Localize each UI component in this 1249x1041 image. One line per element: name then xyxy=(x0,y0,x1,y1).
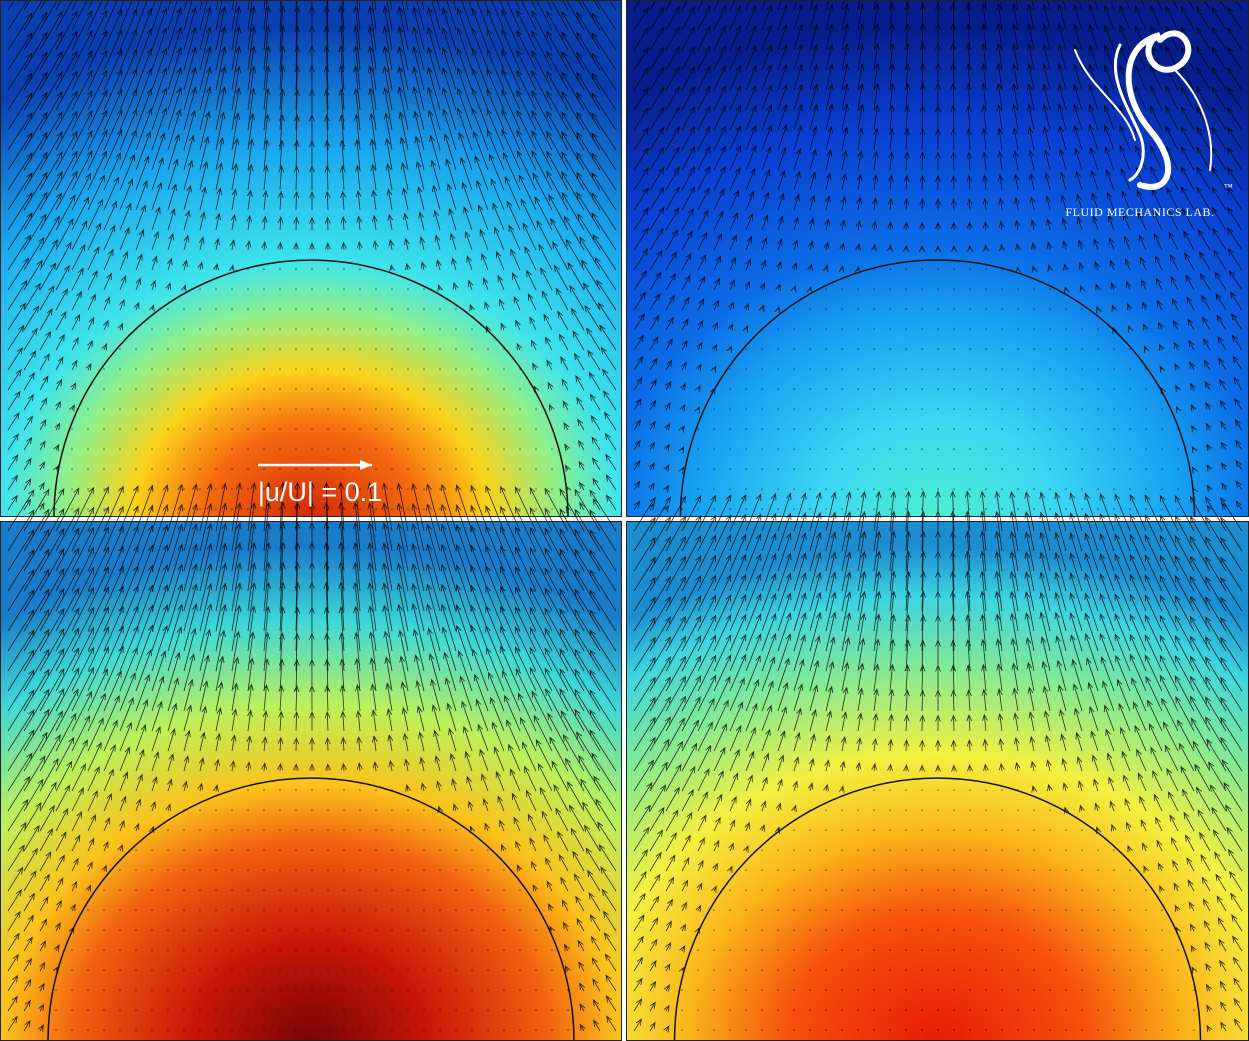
quiver-arrows xyxy=(633,0,1243,513)
scale-label: |u/U| = 0.1 xyxy=(258,477,382,507)
panel xyxy=(626,490,1249,1041)
logo-name: FLUID MECHANICS LAB. xyxy=(1065,205,1214,219)
field xyxy=(626,0,1249,517)
panel xyxy=(0,481,622,1041)
logo xyxy=(1074,30,1213,190)
logo-swirl xyxy=(1074,49,1136,141)
logo-swirl xyxy=(1174,69,1213,171)
field xyxy=(626,521,1249,1041)
panel xyxy=(0,0,622,518)
boundary-arc xyxy=(673,777,1202,1041)
quiver-arrows xyxy=(7,0,617,513)
panel xyxy=(626,0,1249,518)
quiver-arrows xyxy=(633,490,1243,1033)
scale-arrow-head xyxy=(360,460,372,470)
logo-swirl xyxy=(1125,30,1192,190)
boundary-arc xyxy=(679,259,1196,518)
boundary-arc xyxy=(53,259,569,518)
panel-frame xyxy=(0,0,622,517)
logo-swirl xyxy=(1113,43,1145,182)
boundary-arc xyxy=(47,777,575,1041)
quiver-arrows xyxy=(7,481,617,1032)
logo-trademark: ™ xyxy=(1224,182,1233,192)
